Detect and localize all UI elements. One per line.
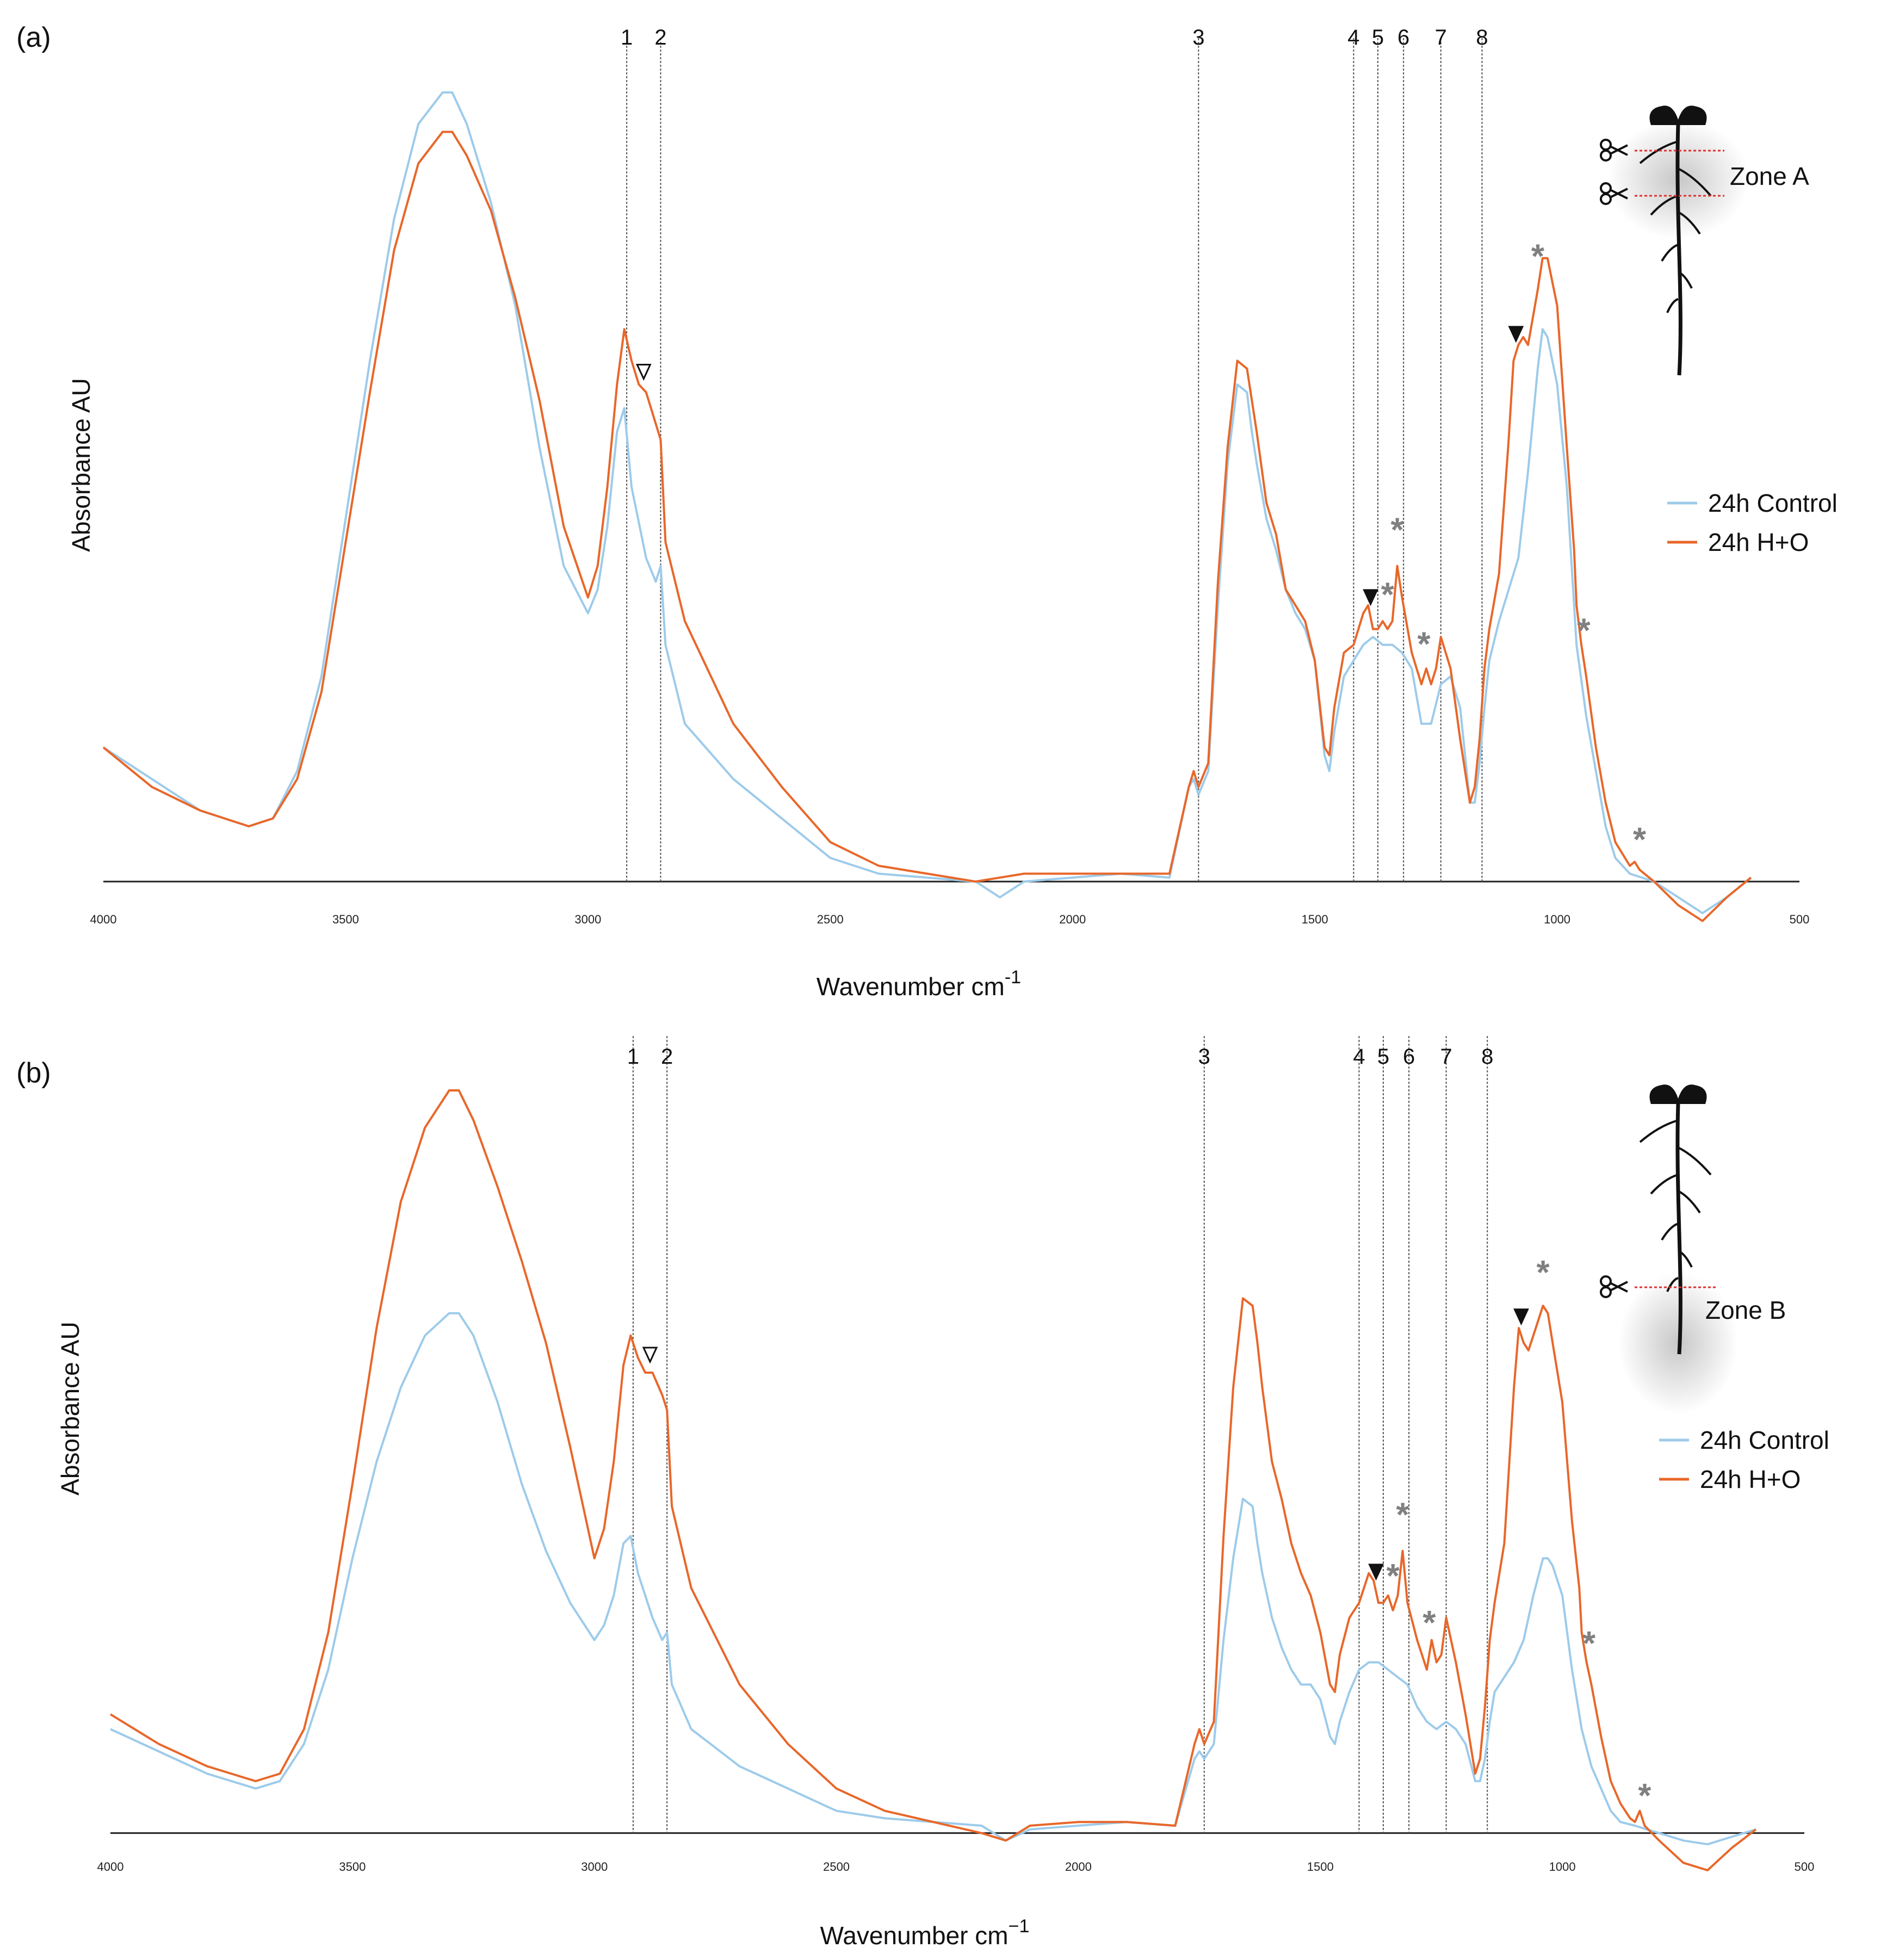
band-label: 1 xyxy=(627,1045,639,1069)
x-axis-label-sup: −1 xyxy=(1009,1916,1030,1937)
legend-label: 24h Control xyxy=(1700,1426,1829,1454)
root-icon xyxy=(1675,123,1682,376)
lateral-root xyxy=(1678,211,1701,235)
zone-label: Zone B xyxy=(1705,1296,1786,1324)
lateral-root xyxy=(1666,1277,1679,1292)
series-line-h-o xyxy=(102,131,1752,922)
lateral-root xyxy=(1678,1250,1693,1268)
x-tick-label: 3000 xyxy=(574,913,601,926)
asterisk-marker: * xyxy=(1418,626,1431,663)
root-icon xyxy=(1675,1102,1682,1355)
leaves-icon xyxy=(1649,106,1707,125)
x-axis-label-main: Wavenumber cm xyxy=(816,972,1005,1001)
scissors-icon xyxy=(1600,139,1628,162)
band-label: 8 xyxy=(1481,1045,1493,1069)
band-label: 5 xyxy=(1377,1045,1389,1069)
asterisk-marker: * xyxy=(1531,238,1545,276)
x-tick-label: 500 xyxy=(1790,913,1810,926)
zone-label: Zone A xyxy=(1730,162,1809,190)
filled-arrow-marker xyxy=(1368,1564,1384,1581)
open-arrow-marker xyxy=(635,364,652,381)
x-tick-label: 2000 xyxy=(1059,913,1086,926)
panel-a: (a) 1 2 3 4 5 6 7 8 4000 3500 3000 2500 2000 1500 1000 5… xyxy=(16,22,1838,1001)
asterisk-marker: * xyxy=(1391,512,1405,549)
lateral-root xyxy=(1678,168,1712,197)
panel-label: (b) xyxy=(16,1057,51,1089)
asterisk-marker: * xyxy=(1381,576,1395,614)
x-tick-label: 1500 xyxy=(1307,1860,1334,1874)
band-label: 3 xyxy=(1198,1045,1210,1069)
band-label: 4 xyxy=(1353,1045,1365,1069)
x-tick-label: 2000 xyxy=(1065,1860,1092,1874)
band-label: 7 xyxy=(1440,1045,1452,1069)
lateral-root xyxy=(1666,298,1679,313)
band-label: 3 xyxy=(1192,26,1204,49)
band-label: 4 xyxy=(1347,26,1359,49)
x-tick-label: 1000 xyxy=(1549,1860,1576,1874)
x-axis-label-sup: -1 xyxy=(1005,967,1021,988)
lateral-root xyxy=(1678,271,1693,289)
legend-label: 24h Control xyxy=(1708,489,1838,517)
asterisk-marker: * xyxy=(1396,1497,1409,1534)
plant-zone-b-icon xyxy=(1600,1084,1738,1414)
series-line-control xyxy=(102,91,1752,914)
panel-b: (b) 1 2 3 4 5 6 7 8 4000 3500 3000 2500 2000 1500 1000 5… xyxy=(16,1036,1829,1950)
x-tick-label: 3000 xyxy=(581,1860,608,1874)
open-arrow-marker xyxy=(642,1347,658,1364)
x-tick-label: 4000 xyxy=(90,913,117,926)
x-tick-label: 500 xyxy=(1795,1860,1815,1874)
lateral-root xyxy=(1639,140,1679,164)
lateral-root xyxy=(1661,1223,1679,1241)
filled-arrow-marker xyxy=(1513,1308,1529,1326)
plant-zone-a-icon xyxy=(1600,106,1749,376)
band-label: 7 xyxy=(1435,26,1447,49)
x-tick-label: 2500 xyxy=(823,1860,850,1874)
asterisk-marker: * xyxy=(1577,612,1591,650)
band-label: 1 xyxy=(621,26,633,49)
asterisk-marker: * xyxy=(1638,1777,1651,1815)
band-label: 2 xyxy=(661,1045,673,1069)
series-line-control xyxy=(110,1312,1756,1846)
x-axis-label: Wavenumber cm−1 xyxy=(820,1916,1030,1950)
x-tick-label: 1000 xyxy=(1544,913,1570,926)
asterisk-marker: * xyxy=(1387,1558,1400,1595)
scissors-icon xyxy=(1600,1275,1628,1298)
asterisk-marker: * xyxy=(1582,1625,1596,1663)
band-label: 6 xyxy=(1397,26,1409,49)
asterisk-marker: * xyxy=(1422,1604,1436,1642)
x-tick-label: 4000 xyxy=(97,1860,124,1874)
legend-label: 24h H+O xyxy=(1700,1465,1801,1493)
legend-label: 24h H+O xyxy=(1708,528,1809,556)
band-label: 6 xyxy=(1403,1045,1415,1069)
x-tick-label: 1500 xyxy=(1302,913,1328,926)
asterisk-marker: * xyxy=(1536,1254,1550,1292)
lateral-root xyxy=(1639,1119,1679,1143)
lateral-root xyxy=(1678,1190,1701,1214)
x-tick-label: 3500 xyxy=(332,913,359,926)
y-axis-label: Absorbance AU xyxy=(56,1322,84,1496)
scissors-icon xyxy=(1600,182,1628,205)
x-tick-label: 2500 xyxy=(817,913,844,926)
x-axis-label: Wavenumber cm-1 xyxy=(816,967,1021,1001)
asterisk-marker: * xyxy=(1633,821,1647,859)
lateral-root xyxy=(1678,1146,1712,1176)
x-tick-label: 3500 xyxy=(339,1860,366,1874)
filled-arrow-marker xyxy=(1363,589,1378,606)
band-label: 5 xyxy=(1372,26,1384,49)
filled-arrow-marker xyxy=(1508,326,1524,343)
y-axis-label: Absorbance AU xyxy=(67,378,95,552)
lateral-root xyxy=(1661,244,1679,262)
lateral-root xyxy=(1650,1174,1679,1195)
band-label: 8 xyxy=(1476,26,1488,49)
band-label: 2 xyxy=(654,26,666,49)
series-line-h-o xyxy=(109,1089,1757,1871)
panel-label: (a) xyxy=(16,22,51,53)
x-axis-label-main: Wavenumber cm xyxy=(820,1921,1009,1950)
leaves-icon xyxy=(1649,1084,1707,1104)
